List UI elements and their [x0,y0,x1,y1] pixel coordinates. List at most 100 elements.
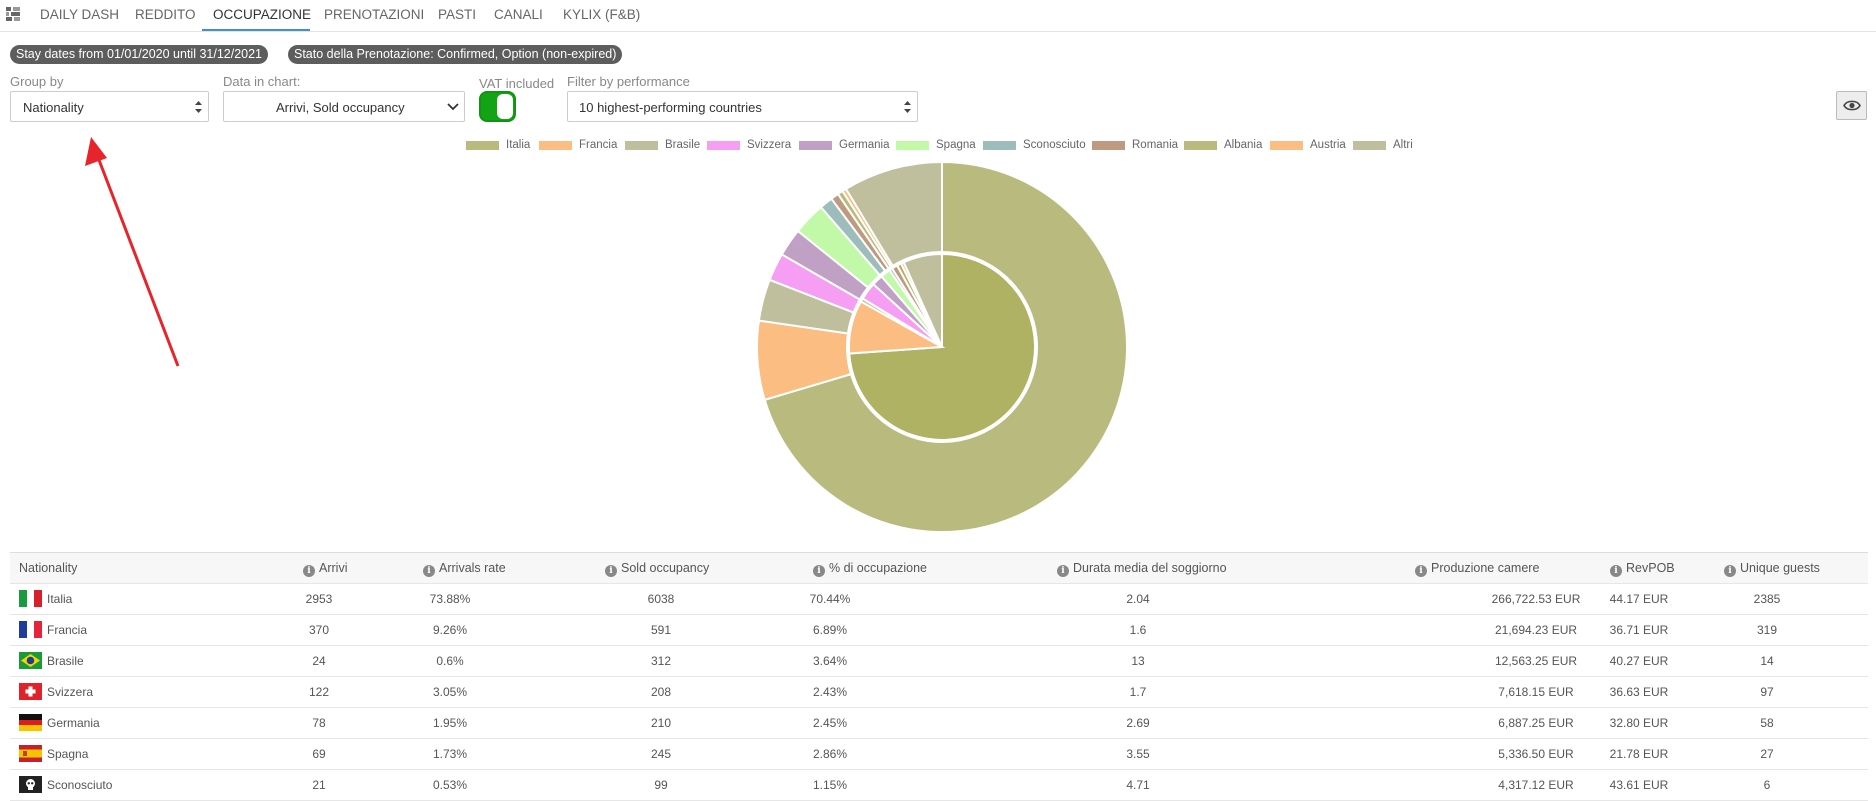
info-icon[interactable]: i [1610,565,1622,577]
chevron-down-icon [447,103,459,111]
column-header[interactable]: i Unique guests [1724,561,1820,577]
table-cell: 1.6 [1129,623,1147,637]
column-header[interactable]: i Arrivi [303,561,347,577]
table-cell: 370 [308,623,330,637]
tab-kylix[interactable]: KYLIX (F&B) [563,7,641,22]
table-row[interactable]: Germania 78 1.95% 210 2.45% 2.69 6,887.25 EUR 3… [10,708,1868,739]
table-cell: 69 [312,747,326,761]
table-cell: 1.7 [1129,685,1147,699]
tab-canali[interactable]: CANALI [494,7,543,22]
table-cell: 0.53% [432,778,468,792]
table-cell: 2.86% [812,747,848,761]
column-header[interactable]: i RevPOB [1610,561,1675,577]
tab-pasti[interactable]: PASTI [438,7,477,22]
table-cell: 1.95% [432,716,468,730]
nationality-pie-chart[interactable] [740,150,1140,540]
flag-france-icon [19,621,42,638]
legend-label: Brasile [665,139,701,151]
legend-swatch [1353,141,1386,150]
tab-reddito[interactable]: REDDITO [135,7,196,22]
tab-occupazione[interactable]: OCCUPAZIONE [213,7,312,22]
legend-swatch [1270,141,1303,150]
group-by-select[interactable]: Nationality [10,91,209,122]
legend-swatch [539,141,572,150]
tab-daily-dash[interactable]: DAILY DASH [40,7,120,22]
table-cell: 4.71 [1126,778,1150,792]
info-icon[interactable]: i [423,565,435,577]
country-name: Brasile [47,654,84,668]
table-header-row: Nationality i Arrivi i Arrivals rate i Sold… [10,553,1868,584]
column-header[interactable]: i% di occupazione [813,561,927,577]
table-cell: 2.04 [1126,592,1150,606]
table-cell: 36.71 EUR [1609,623,1669,637]
info-icon[interactable]: i [813,565,825,577]
info-icon[interactable]: i [1415,565,1427,577]
column-header[interactable]: Nationality [19,561,78,575]
booking-status-filter-pill[interactable]: Stato della Prenotazione: Confirmed, Opt… [288,45,623,64]
table-cell: 2385 [1753,592,1781,606]
top-nav: DAILY DASH REDDITO OCCUPAZIONE PRENOTAZI… [0,0,1876,32]
table-cell: 312 [650,654,672,668]
filter-performance-value: 10 highest-performing countries [579,100,762,115]
info-icon[interactable]: i [303,565,315,577]
legend-label: Spagna [936,139,976,151]
table-cell: 6038 [647,592,675,606]
country-name: Germania [47,716,100,730]
table-row[interactable]: Svizzera 122 3.05% 208 2.43% 1.7 7,618.15 EUR 3… [10,677,1868,708]
arrivi-slice-altri[interactable] [902,252,943,348]
table-cell: 32.80 EUR [1609,716,1669,730]
stay-dates-filter-pill[interactable]: Stay dates from 01/01/2020 until 31/12/2… [10,45,269,64]
eye-icon [1843,100,1861,111]
table-cell: 266,722.53 EUR [1491,592,1581,606]
table-row[interactable]: Sconosciuto 21 0.53% 99 1.15% 4.71 4,317.12 EU… [10,770,1868,801]
filter-performance-label: Filter by performance [567,74,690,89]
table-row[interactable]: Francia 370 9.26% 591 6.89% 1.6 21,694.23 EUR 3… [10,615,1868,646]
table-cell: 5,336.50 EUR [1498,747,1574,761]
info-icon[interactable]: i [1724,565,1736,577]
active-tab-indicator [202,29,310,31]
filter-performance-select[interactable]: 10 highest-performing countries [567,91,918,122]
group-by-label: Group by [10,74,64,89]
column-header[interactable]: i Arrivals rate [423,561,506,577]
table-cell: 58 [1760,716,1774,730]
legend-label: Austria [1310,139,1346,151]
toggle-knob [497,94,513,119]
sold-occupancy-slice-italia[interactable] [763,160,1128,533]
legend-label: Sconosciuto [1023,139,1086,151]
table-cell: 78 [312,716,326,730]
table-cell: 21.78 EUR [1609,747,1669,761]
legend-swatch [799,141,832,150]
table-cell: 2.43% [812,685,848,699]
table-cell: 73.88% [429,592,471,606]
column-header[interactable]: i Durata media del soggiorno [1057,561,1227,577]
table-cell: 97 [1760,685,1774,699]
legend-label: Francia [579,139,618,151]
table-cell: 2.45% [812,716,848,730]
table-cell: 2953 [305,592,333,606]
legend-label: Svizzera [747,139,792,151]
visibility-toggle-button[interactable] [1836,91,1867,120]
legend-label: Albania [1224,139,1263,151]
nationality-table: Nationality i Arrivi i Arrivals rate i Sold… [10,552,1868,801]
legend-swatch [1092,141,1125,150]
group-by-value: Nationality [23,100,84,115]
menu-icon[interactable] [6,7,20,21]
column-header[interactable]: i Produzione camere [1415,561,1539,577]
tab-prenotazioni[interactable]: PRENOTAZIONI [324,7,425,22]
vat-toggle[interactable] [479,91,516,122]
table-cell: 14 [1760,654,1774,668]
table-row[interactable]: Brasile 24 0.6% 312 3.64% 13 12,563.25 EUR 40.2… [10,646,1868,677]
country-name: Francia [47,623,88,637]
annotation-arrow [85,137,180,367]
table-cell: 591 [650,623,672,637]
legend-label: Italia [506,139,531,151]
info-icon[interactable]: i [1057,565,1069,577]
data-in-chart-select[interactable]: Arrivi, Sold occupancy [223,91,465,122]
info-icon[interactable]: i [605,565,617,577]
sold-occupancy-slice-altri[interactable] [844,160,943,268]
table-row[interactable]: Spagna 69 1.73% 245 2.86% 3.55 5,336.50 EUR 21.… [10,739,1868,770]
column-header[interactable]: i Sold occupancy [605,561,709,577]
table-cell: 3.05% [432,685,468,699]
table-row[interactable]: Italia 2953 73.88% 6038 70.44% 2.04 266,722.53… [10,584,1868,615]
table-cell: 6 [1763,778,1771,792]
